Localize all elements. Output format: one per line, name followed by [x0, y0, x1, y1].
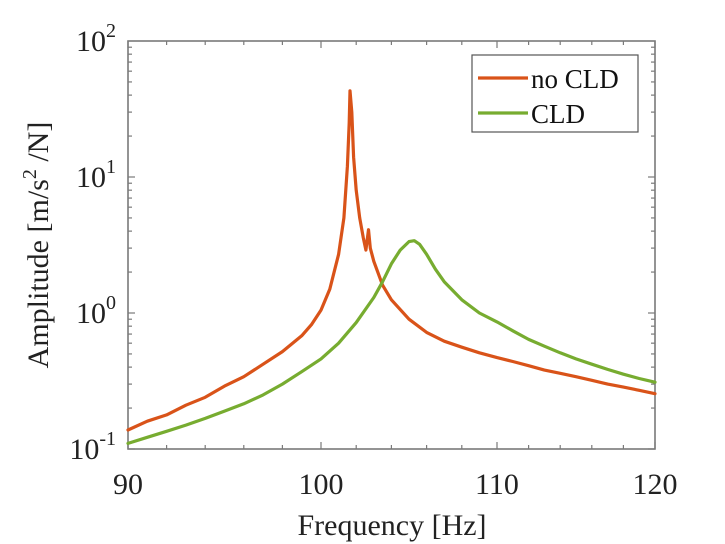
series-line-cld	[126, 239, 657, 445]
legend: no CLD CLD	[471, 54, 639, 133]
y-tick-base: 10	[69, 433, 99, 466]
y-axis-label-main: Amplitude [m/s	[22, 179, 55, 368]
y-tick-label: 102	[76, 20, 116, 58]
y-axis-label-sup: 2	[19, 169, 41, 179]
x-tick-label: 110	[475, 468, 519, 501]
legend-label: CLD	[531, 99, 585, 129]
x-tick-label: 100	[299, 468, 344, 501]
series-line-no-cld	[126, 89, 657, 432]
legend-label: no CLD	[531, 64, 619, 94]
y-tick-base: 10	[76, 161, 106, 194]
y-tick-exponent: 2	[106, 20, 116, 42]
y-tick-base: 10	[76, 25, 106, 58]
y-axis-label: Amplitude [m/s2 /N]	[19, 122, 55, 369]
x-tick-label: 90	[113, 468, 143, 501]
y-tick-exponent: 1	[106, 156, 116, 178]
y-axis-label-tail: /N]	[22, 122, 55, 170]
y-tick-exponent: 0	[106, 292, 116, 314]
ticks	[127, 41, 656, 450]
y-tick-base: 10	[76, 297, 106, 330]
y-tick-label: 10-1	[69, 428, 116, 466]
legend-box	[471, 54, 639, 133]
series-lines	[126, 89, 657, 445]
y-tick-exponent: -1	[99, 428, 116, 450]
y-tick-label: 101	[76, 156, 116, 194]
x-axis-label: Frequency [Hz]	[297, 509, 486, 542]
y-tick-label: 100	[76, 292, 116, 330]
x-tick-label: 120	[633, 468, 678, 501]
